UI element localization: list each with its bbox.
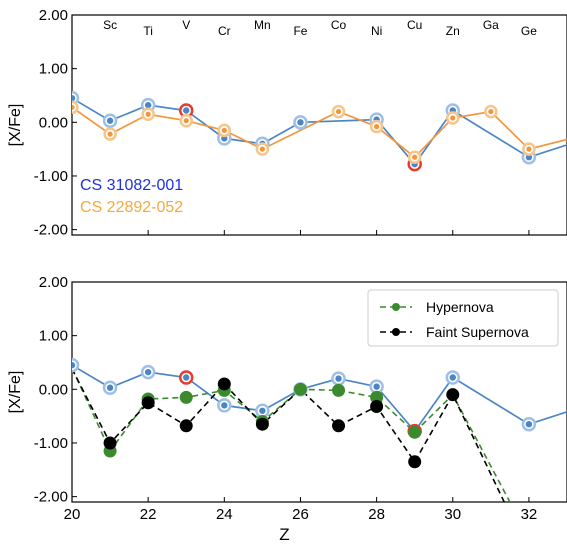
x-tick-label: 24 (216, 506, 233, 523)
element-label: Ge (521, 24, 537, 38)
element-label: V (182, 18, 190, 32)
data-point (293, 382, 307, 396)
bottom-panel: -2.00 -1.00 0.00 1.00 2.00 20 22 24 26 28 30 32 [X/F… (7, 274, 567, 544)
y-tick-label: 0.00 (39, 114, 68, 131)
data-point-center (335, 108, 342, 115)
y-tick-label: 1.00 (39, 61, 68, 78)
element-label: Cu (407, 18, 422, 32)
data-point-center (221, 402, 228, 409)
x-tick-label: 26 (292, 506, 309, 523)
data-point (103, 436, 117, 450)
data-point (446, 388, 460, 402)
data-point (141, 396, 155, 410)
y-tick-label: 2.00 (39, 274, 68, 291)
data-point-center (183, 374, 190, 381)
data-point-center (259, 407, 266, 414)
data-point-center (144, 368, 152, 376)
data-point (408, 425, 422, 439)
data-point-center (106, 384, 114, 391)
data-point (217, 377, 231, 391)
data-point-center (221, 127, 227, 133)
plot-frame (71, 14, 567, 236)
data-point-center (449, 374, 456, 381)
data-point-center (145, 111, 151, 117)
data-point-center (183, 107, 190, 114)
data-point-center (107, 131, 113, 137)
element-label: Ni (371, 24, 382, 38)
top-panel: -2.00 -1.00 0.00 1.00 2.00 [X/Fe] Sc Ti V Cr Mn Fe C… (7, 7, 567, 239)
data-point (332, 419, 346, 433)
data-point-center (525, 420, 533, 428)
series-layer (72, 357, 567, 502)
y-axis-label: [X/Fe] (7, 104, 24, 147)
legend-marker (392, 303, 400, 311)
star-label: CS 31082-001 (80, 177, 183, 194)
data-point-center (488, 108, 494, 115)
legend-label: Faint Supernova (426, 324, 529, 340)
series-line (72, 367, 511, 502)
data-point-center (335, 375, 342, 382)
data-point (408, 455, 422, 469)
element-label: Zn (446, 24, 460, 38)
y-tick-label: -1.00 (34, 435, 68, 452)
data-point-center (412, 154, 418, 160)
data-point-center (72, 361, 76, 369)
element-label: Co (331, 18, 347, 32)
legend-marker (392, 328, 400, 336)
data-point-center (450, 115, 456, 121)
element-label: Fe (293, 24, 307, 38)
data-point-center (183, 118, 189, 124)
data-point-center (374, 124, 380, 130)
series-line (72, 368, 505, 502)
x-tick-label: 22 (140, 506, 157, 523)
y-axis-label: [X/Fe] (7, 371, 24, 414)
data-point (255, 417, 269, 431)
y-tick-label: 0.00 (39, 381, 68, 398)
star-label: CS 22892-052 (80, 199, 183, 216)
y-tick-label: -2.00 (34, 222, 68, 239)
legend-box (367, 289, 559, 347)
y-tick-label: -1.00 (34, 168, 68, 185)
data-point (370, 399, 384, 413)
element-label: Ga (483, 18, 499, 32)
data-point-center (526, 146, 532, 152)
legend-label: Hypernova (426, 299, 494, 315)
series-layer (72, 90, 567, 172)
element-label: Cr (218, 24, 231, 38)
data-point-center (297, 119, 304, 126)
data-point (179, 419, 193, 433)
data-point (332, 383, 346, 397)
x-tick-label: 20 (64, 506, 81, 523)
plot-frame (71, 281, 567, 503)
y-tick-label: 1.00 (39, 328, 68, 345)
element-label: Mn (254, 18, 271, 32)
data-point-center (72, 94, 76, 102)
data-point-center (144, 101, 152, 109)
element-label: Sc (103, 18, 117, 32)
data-point (179, 390, 193, 404)
x-tick-label: 30 (444, 506, 461, 523)
x-tick-label: 28 (368, 506, 385, 523)
data-point-center (259, 146, 265, 152)
data-point (72, 100, 79, 115)
x-axis-label: Z (279, 525, 289, 544)
data-point-center (106, 117, 114, 124)
element-label: Ti (143, 24, 153, 38)
x-tick-label: 32 (521, 506, 538, 523)
y-tick-label: 2.00 (39, 7, 68, 24)
data-point-center (373, 383, 380, 390)
data-point-center (72, 104, 75, 110)
y-tick-label: -2.00 (34, 489, 68, 506)
